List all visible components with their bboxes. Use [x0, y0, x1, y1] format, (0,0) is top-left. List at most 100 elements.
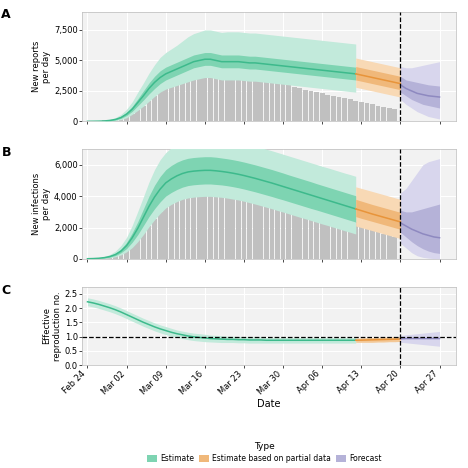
Bar — [303, 198, 308, 259]
Bar — [281, 84, 285, 121]
Bar — [124, 117, 129, 121]
Bar — [381, 107, 386, 121]
Bar — [286, 187, 291, 259]
Bar — [219, 177, 224, 259]
Bar — [208, 181, 213, 259]
Bar — [180, 78, 185, 121]
Bar — [336, 97, 341, 121]
Y-axis label: New infections
per day: New infections per day — [32, 173, 51, 235]
Bar — [135, 110, 140, 121]
Bar — [191, 186, 196, 259]
Bar — [113, 255, 118, 259]
Bar — [152, 96, 157, 121]
Bar — [146, 101, 151, 121]
Bar — [264, 79, 269, 121]
Bar — [376, 106, 380, 121]
Bar — [365, 103, 369, 121]
Bar — [203, 182, 207, 259]
Bar — [163, 86, 168, 121]
Bar — [191, 75, 196, 121]
Bar — [353, 101, 358, 121]
Bar — [146, 226, 151, 259]
Bar — [264, 168, 269, 259]
Bar — [331, 96, 336, 121]
Bar — [180, 191, 185, 259]
Bar — [236, 171, 241, 259]
Bar — [247, 75, 252, 121]
Bar — [359, 225, 364, 259]
Bar — [213, 74, 219, 121]
Bar — [342, 98, 347, 121]
Bar — [253, 165, 257, 259]
Bar — [108, 256, 112, 259]
Bar — [175, 79, 179, 121]
Bar — [213, 179, 219, 259]
Bar — [169, 200, 174, 259]
Bar — [152, 219, 157, 259]
Bar — [258, 76, 263, 121]
Bar — [91, 258, 95, 259]
Bar — [163, 205, 168, 259]
Bar — [292, 191, 297, 259]
Bar — [241, 169, 246, 259]
Text: B: B — [1, 146, 11, 159]
Bar — [353, 222, 358, 259]
Bar — [119, 252, 124, 259]
X-axis label: Date: Date — [257, 399, 281, 409]
Bar — [348, 100, 352, 121]
Bar — [303, 90, 308, 121]
Bar — [308, 201, 314, 259]
Bar — [270, 81, 274, 121]
Bar — [102, 257, 107, 259]
Bar — [96, 258, 101, 259]
Bar — [370, 229, 375, 259]
Bar — [130, 244, 135, 259]
Bar — [141, 106, 146, 121]
Bar — [108, 120, 112, 121]
Bar — [342, 217, 347, 259]
Bar — [314, 92, 319, 121]
Bar — [270, 173, 274, 259]
Bar — [141, 232, 146, 259]
Bar — [186, 76, 190, 121]
Bar — [169, 82, 174, 121]
Bar — [158, 91, 162, 121]
Bar — [241, 76, 246, 121]
Bar — [253, 74, 257, 121]
Bar — [308, 91, 314, 121]
Bar — [135, 239, 140, 259]
Bar — [298, 195, 302, 259]
Bar — [275, 177, 280, 259]
Bar — [314, 204, 319, 259]
Bar — [281, 182, 285, 259]
Y-axis label: New reports
per day: New reports per day — [32, 41, 51, 92]
Bar — [275, 82, 280, 121]
Bar — [203, 73, 207, 121]
Bar — [197, 183, 202, 259]
Bar — [230, 174, 235, 259]
Bar — [365, 227, 369, 259]
Bar — [258, 163, 263, 259]
Bar — [119, 118, 124, 121]
Bar — [325, 95, 330, 121]
Bar — [175, 196, 179, 259]
Bar — [130, 114, 135, 121]
Bar — [247, 167, 252, 259]
Bar — [393, 237, 397, 259]
Bar — [320, 207, 325, 259]
Bar — [208, 72, 213, 121]
Bar — [286, 85, 291, 121]
Bar — [219, 75, 224, 121]
Bar — [331, 212, 336, 259]
Text: C: C — [1, 285, 10, 297]
Bar — [124, 249, 129, 259]
Bar — [359, 102, 364, 121]
Y-axis label: Effective
reproduction no.: Effective reproduction no. — [43, 291, 62, 361]
Bar — [292, 87, 297, 121]
Bar — [381, 234, 386, 259]
Bar — [158, 212, 162, 259]
Bar — [102, 120, 107, 121]
Bar — [336, 215, 341, 259]
Bar — [225, 176, 230, 259]
Bar — [298, 88, 302, 121]
